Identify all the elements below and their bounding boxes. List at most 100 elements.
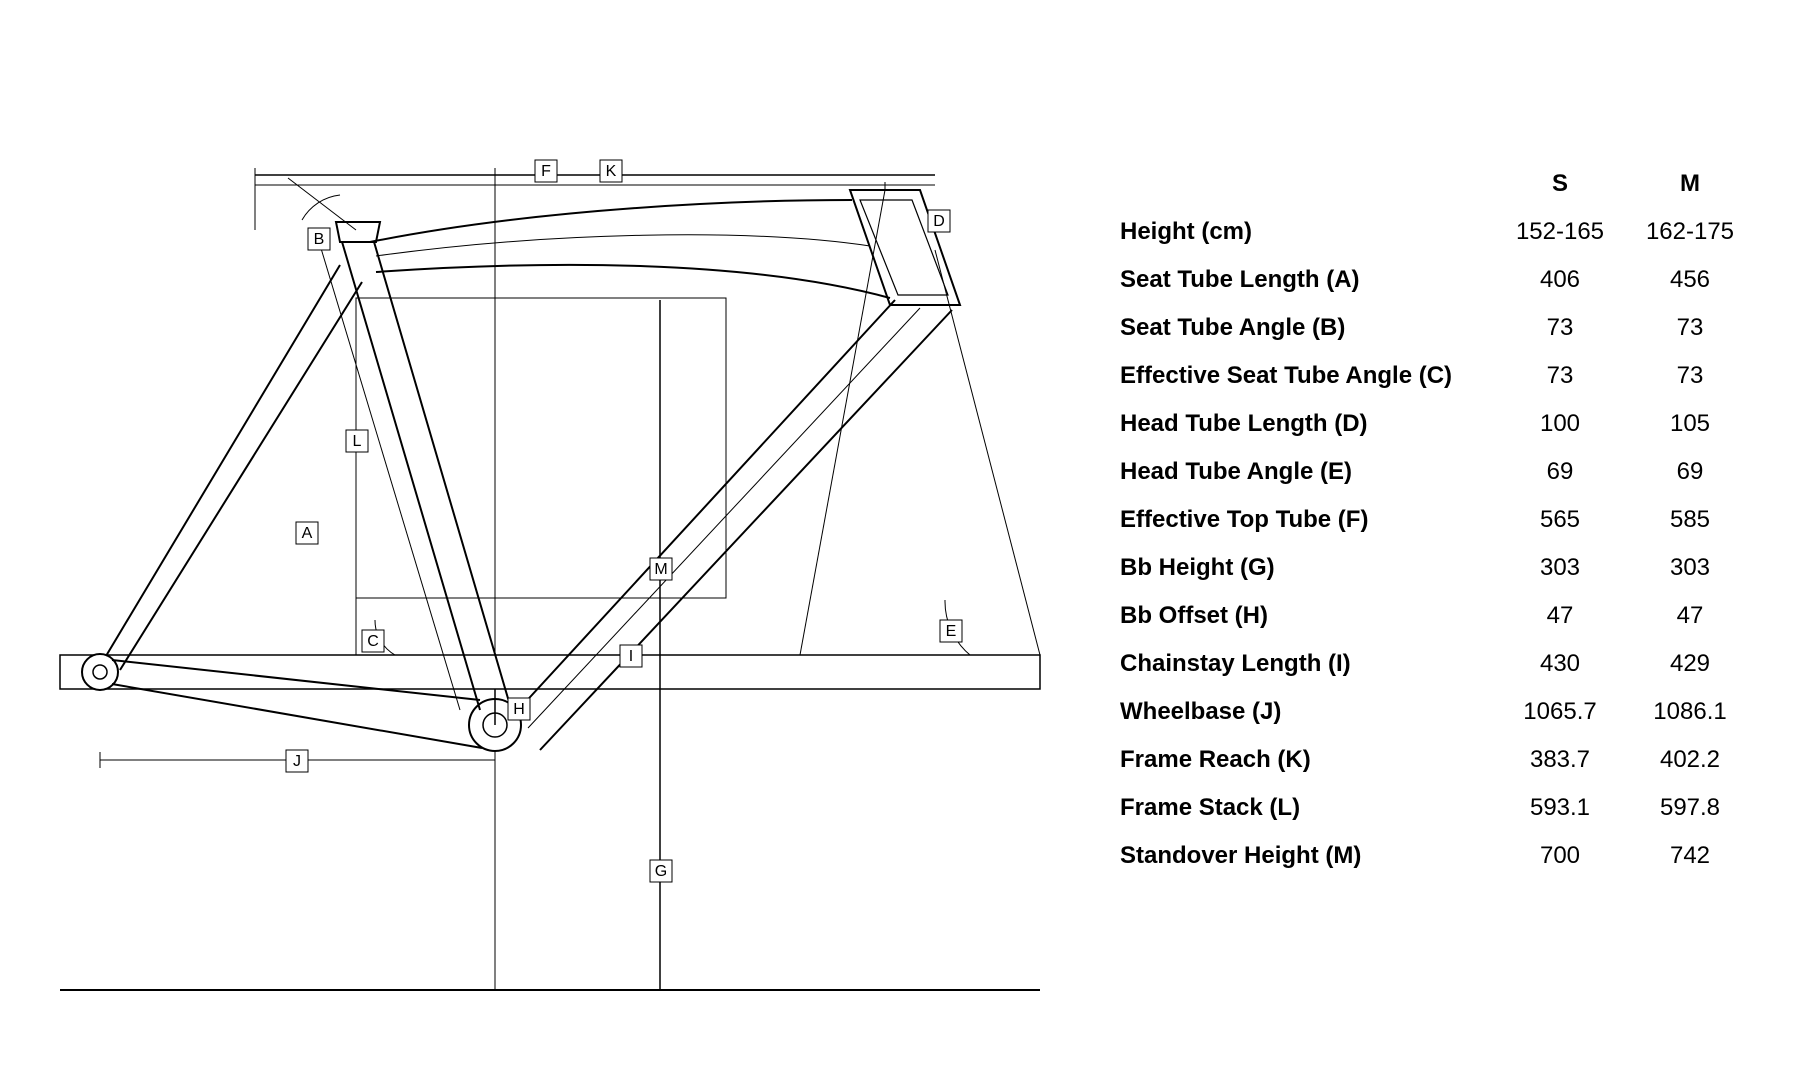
- table-row-label: Bb Height (G): [1120, 544, 1500, 592]
- table-cell: 593.1: [1500, 784, 1630, 832]
- table-cell: 1086.1: [1630, 688, 1760, 736]
- table-row-label: Standover Height (M): [1120, 832, 1500, 880]
- table-row: Bb Height (G)303303: [1120, 544, 1760, 592]
- svg-text:A: A: [302, 525, 313, 542]
- table-row: Head Tube Length (D)100105: [1120, 400, 1760, 448]
- table-cell: 742: [1630, 832, 1760, 880]
- label-K: K: [600, 160, 622, 182]
- head-angle-line1: [935, 250, 1040, 655]
- svg-text:H: H: [513, 701, 525, 718]
- axle-reference-bar: [60, 655, 1040, 689]
- dim-A-line: [320, 245, 460, 710]
- table-cell: 162-175: [1630, 208, 1760, 256]
- seat-tube-top: [336, 222, 380, 242]
- frame-diagram: F K B D L A C I E H J M G: [40, 60, 1060, 1040]
- label-D: D: [928, 210, 950, 232]
- table-cell: 700: [1500, 832, 1630, 880]
- table-cell: 383.7: [1500, 736, 1630, 784]
- svg-text:J: J: [293, 753, 301, 770]
- geometry-table: S M Height (cm)152-165162-175Seat Tube L…: [1120, 160, 1760, 880]
- table-row: Standover Height (M)700742: [1120, 832, 1760, 880]
- top-tube: [370, 200, 890, 298]
- table-row: Wheelbase (J)1065.71086.1: [1120, 688, 1760, 736]
- label-I: I: [620, 645, 642, 667]
- svg-text:B: B: [314, 231, 325, 248]
- label-J: J: [286, 750, 308, 772]
- label-A: A: [296, 522, 318, 544]
- page-container: F K B D L A C I E H J M G S M: [0, 0, 1800, 1080]
- table-row: Height (cm)152-165162-175: [1120, 208, 1760, 256]
- seat-stay: [106, 265, 362, 670]
- table-cell: 69: [1500, 448, 1630, 496]
- table-cell: 597.8: [1630, 784, 1760, 832]
- table-cell: 1065.7: [1500, 688, 1630, 736]
- table-cell: 69: [1630, 448, 1760, 496]
- label-M: M: [650, 558, 672, 580]
- table-cell: 47: [1630, 592, 1760, 640]
- table-cell: 105: [1630, 400, 1760, 448]
- table-row-label: Height (cm): [1120, 208, 1500, 256]
- label-E: E: [940, 620, 962, 642]
- svg-text:I: I: [629, 648, 633, 665]
- table-cell: 402.2: [1630, 736, 1760, 784]
- table-header-col-1: M: [1630, 160, 1760, 208]
- table-header-col-0: S: [1500, 160, 1630, 208]
- table-cell: 585: [1630, 496, 1760, 544]
- table-row-label: Seat Tube Length (A): [1120, 256, 1500, 304]
- table-row: Effective Top Tube (F)565585: [1120, 496, 1760, 544]
- table-row-label: Frame Stack (L): [1120, 784, 1500, 832]
- table-row-label: Effective Seat Tube Angle (C): [1120, 352, 1500, 400]
- table-row-label: Frame Reach (K): [1120, 736, 1500, 784]
- svg-text:D: D: [933, 213, 945, 230]
- geometry-table-panel: S M Height (cm)152-165162-175Seat Tube L…: [1060, 60, 1760, 1040]
- table-cell: 152-165: [1500, 208, 1630, 256]
- table-row: Seat Tube Angle (B)7373: [1120, 304, 1760, 352]
- angle-B-arc: [302, 195, 340, 220]
- table-row-label: Wheelbase (J): [1120, 688, 1500, 736]
- table-row: Frame Stack (L)593.1597.8: [1120, 784, 1760, 832]
- table-cell: 456: [1630, 256, 1760, 304]
- table-cell: 303: [1630, 544, 1760, 592]
- top-tube-midline: [376, 235, 870, 256]
- table-header-row: S M: [1120, 160, 1760, 208]
- table-row-label: Effective Top Tube (F): [1120, 496, 1500, 544]
- table-cell: 73: [1500, 352, 1630, 400]
- table-row-label: Seat Tube Angle (B): [1120, 304, 1500, 352]
- label-B: B: [308, 228, 330, 250]
- table-row-label: Bb Offset (H): [1120, 592, 1500, 640]
- label-C: C: [362, 630, 384, 652]
- svg-text:C: C: [367, 633, 379, 650]
- rear-axle-inner: [93, 665, 107, 679]
- table-cell: 73: [1630, 352, 1760, 400]
- table-row: Head Tube Angle (E)6969: [1120, 448, 1760, 496]
- inner-ref-box: [356, 298, 726, 598]
- label-H: H: [508, 698, 530, 720]
- frame-diagram-svg: F K B D L A C I E H J M G: [40, 60, 1060, 1020]
- table-row-label: Head Tube Angle (E): [1120, 448, 1500, 496]
- svg-text:K: K: [606, 163, 617, 180]
- geometry-table-body: Height (cm)152-165162-175Seat Tube Lengt…: [1120, 208, 1760, 880]
- table-cell: 73: [1630, 304, 1760, 352]
- table-row: Frame Reach (K)383.7402.2: [1120, 736, 1760, 784]
- table-row: Bb Offset (H)4747: [1120, 592, 1760, 640]
- table-row: Effective Seat Tube Angle (C)7373: [1120, 352, 1760, 400]
- table-cell: 429: [1630, 640, 1760, 688]
- dim-labels: F K B D L A C I E H J M G: [286, 160, 962, 882]
- table-cell: 430: [1500, 640, 1630, 688]
- seat-tube-extension: [288, 178, 356, 230]
- table-row: Seat Tube Length (A)406456: [1120, 256, 1760, 304]
- label-L: L: [346, 430, 368, 452]
- table-cell: 47: [1500, 592, 1630, 640]
- label-G: G: [650, 860, 672, 882]
- svg-text:E: E: [946, 623, 957, 640]
- table-row: Chainstay Length (I)430429: [1120, 640, 1760, 688]
- table-cell: 303: [1500, 544, 1630, 592]
- table-cell: 100: [1500, 400, 1630, 448]
- svg-text:M: M: [654, 561, 667, 578]
- table-row-label: Chainstay Length (I): [1120, 640, 1500, 688]
- table-cell: 73: [1500, 304, 1630, 352]
- table-row-label: Head Tube Length (D): [1120, 400, 1500, 448]
- svg-text:G: G: [655, 863, 667, 880]
- table-cell: 406: [1500, 256, 1630, 304]
- table-cell: 565: [1500, 496, 1630, 544]
